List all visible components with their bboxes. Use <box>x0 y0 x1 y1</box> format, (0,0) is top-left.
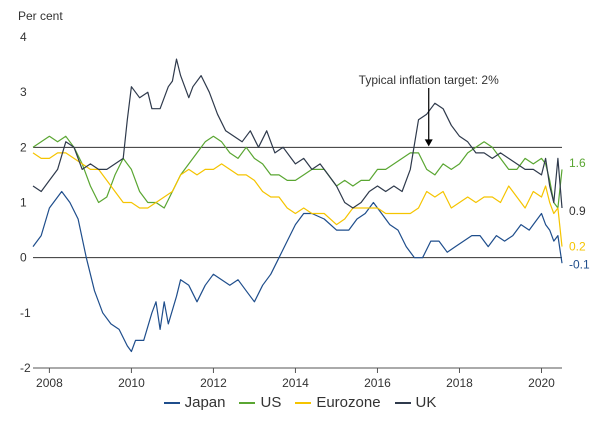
legend-label: Eurozone <box>316 394 381 411</box>
end-label-japan: -0.1 <box>569 257 590 271</box>
legend-label: US <box>260 394 282 411</box>
inflation-target-annotation: Typical inflation target: 2% <box>359 73 499 147</box>
legend-item-us: US <box>239 394 281 411</box>
x-tick-label: 2016 <box>364 376 391 390</box>
legend-label: UK <box>415 394 437 411</box>
x-tick-label: 2014 <box>282 376 309 390</box>
legend-label: Japan <box>184 394 226 411</box>
legend-item-eurozone: Eurozone <box>295 394 381 411</box>
legend-item-japan: Japan <box>163 394 226 411</box>
end-labels: -0.1 1.6 0.2 0.9 <box>569 156 590 272</box>
annotation-arrowhead <box>424 139 433 147</box>
legend-swatch <box>295 401 312 404</box>
x-tick-label: 2010 <box>118 376 145 390</box>
end-label-uk: 0.9 <box>569 204 586 218</box>
y-tick-label: 0 <box>20 251 27 265</box>
legend-swatch <box>163 401 180 404</box>
y-tick-label: 3 <box>20 85 27 99</box>
end-label-us: 1.6 <box>569 156 586 170</box>
legend-item-uk: UK <box>394 394 437 411</box>
series-line-uk <box>32 58 563 209</box>
y-tick-label: 2 <box>20 140 27 154</box>
series-lines <box>32 58 563 353</box>
y-tick-label: 1 <box>20 196 27 210</box>
y-axis-label: Per cent <box>18 9 63 23</box>
y-axis-ticks: 4 3 2 1 0 -1 -2 <box>20 30 31 375</box>
reference-lines <box>33 146 562 259</box>
x-axis-ticks: 2008 2010 2012 2014 2016 2018 2020 <box>33 367 562 390</box>
annotation-text: Typical inflation target: 2% <box>359 73 499 87</box>
y-tick-label: -1 <box>20 306 31 320</box>
y-tick-label: -2 <box>20 361 31 375</box>
y-tick-label: 4 <box>20 30 27 44</box>
legend-swatch <box>394 401 411 404</box>
x-tick-label: 2020 <box>528 376 555 390</box>
legend: Japan US Eurozone UK <box>0 394 600 411</box>
legend-swatch <box>239 401 256 404</box>
series-line-japan <box>32 190 563 353</box>
x-tick-label: 2018 <box>446 376 473 390</box>
x-tick-label: 2008 <box>36 376 63 390</box>
x-tick-label: 2012 <box>200 376 227 390</box>
end-label-eurozone: 0.2 <box>569 240 586 254</box>
series-line-eurozone <box>32 152 563 247</box>
